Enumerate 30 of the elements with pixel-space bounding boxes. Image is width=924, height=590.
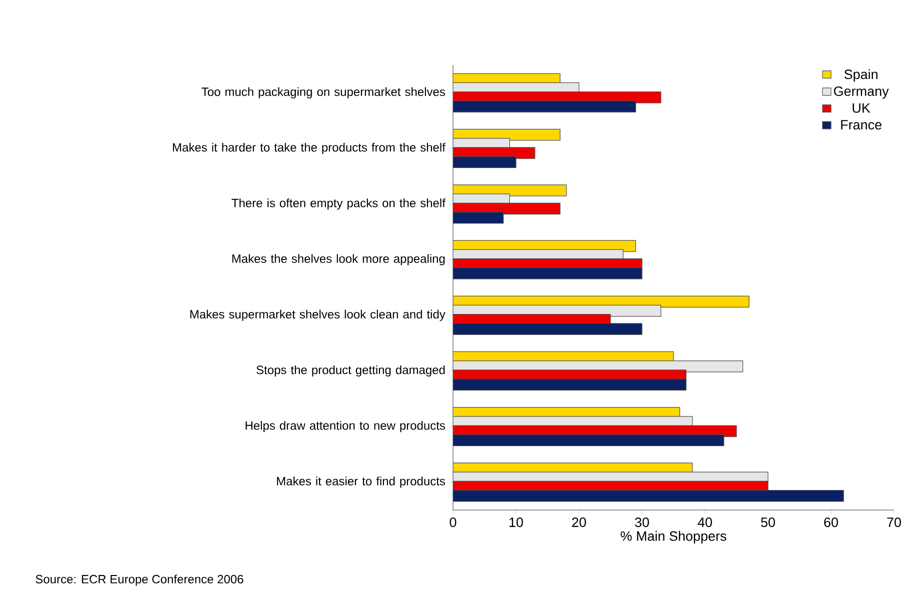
legend-label: France: [841, 120, 882, 130]
bar: [453, 268, 642, 280]
bar: [453, 434, 724, 446]
bar: [453, 100, 636, 112]
x-tick-label: 40: [698, 518, 712, 528]
x-tick-label: 70: [887, 518, 901, 528]
x-tick-label: 20: [572, 518, 586, 528]
y-tick-label: Too much packaging on supermarket shelves: [202, 87, 445, 98]
y-tick-label: Makes it easier to find products: [277, 476, 446, 488]
y-tick-label: Makes supermarket shelves look clean and tidy: [190, 310, 446, 321]
bar: [453, 490, 844, 502]
bar: [453, 378, 686, 391]
bar: [453, 323, 642, 335]
x-tick-label: 30: [635, 518, 649, 528]
x-tick-label: 60: [824, 518, 838, 528]
source-note: Source: ECR Europe Conference 2006: [36, 574, 244, 586]
legend-label: Spain: [844, 69, 878, 82]
y-tick-label: Helps draw attention to new products: [246, 420, 445, 432]
x-tick-label: 10: [510, 518, 523, 528]
legend-label: Germany: [834, 86, 889, 99]
y-tick-label: Makes the shelves look more appealing: [232, 254, 445, 266]
legend-label: UK: [852, 103, 870, 113]
x-axis-title: % Main Shoppers: [620, 530, 726, 544]
y-tick-label: Stops the product getting damaged: [256, 365, 445, 377]
bar: [453, 156, 516, 168]
y-tick-label: There is often empty packs on the shelf: [232, 198, 446, 210]
bar: [453, 212, 504, 224]
x-tick-label: 0: [450, 518, 456, 528]
x-tick-label: 50: [761, 518, 775, 528]
y-tick-label: Makes it harder to take the products from the shelf: [173, 142, 446, 154]
